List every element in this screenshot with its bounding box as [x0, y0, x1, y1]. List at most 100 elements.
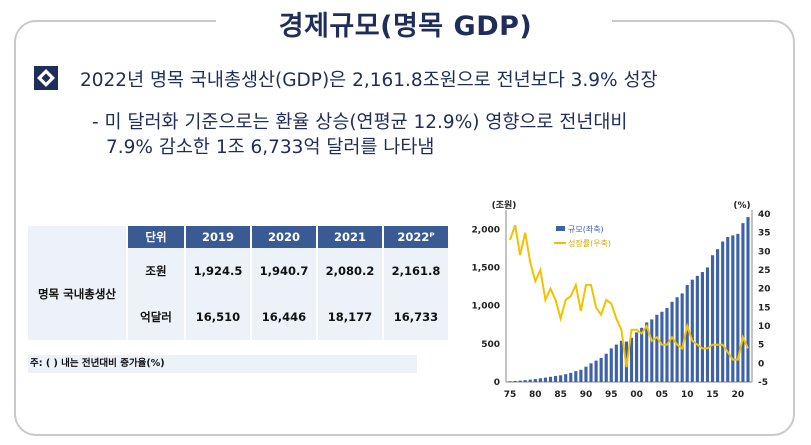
bar [609, 348, 613, 382]
sub-line-1: - 미 달러화 기준으로는 환율 상승(연평균 12.9%) 영향으로 전년대비 [92, 112, 628, 133]
bar [726, 236, 730, 382]
bar [554, 375, 558, 382]
right-tick-label: -5 [758, 378, 768, 388]
table-row-label: 명목 국내총생산 [28, 248, 128, 340]
table-cell: 18,177 [317, 294, 384, 340]
table-header-unit: 단위 [127, 226, 186, 248]
growth-line [509, 224, 749, 368]
right-tick-label: 10 [758, 322, 771, 332]
bar [508, 381, 512, 382]
bar [518, 380, 522, 382]
left-tick-label: 1,000 [472, 302, 500, 312]
bar [690, 279, 694, 382]
left-tick-label: 2,000 [472, 225, 500, 235]
bar [538, 378, 542, 382]
sub-text: - 미 달러화 기준으로는 환율 상승(연평균 12.9%) 영향으로 전년대비… [92, 110, 627, 160]
bar [645, 322, 649, 382]
right-tick-label: 15 [758, 303, 771, 313]
table-header-year: 2022ᴾ [383, 226, 448, 248]
x-tick-label: 80 [529, 390, 542, 400]
table-cell: 2,161.8 [383, 248, 448, 294]
x-tick-label: 95 [605, 390, 618, 400]
x-tick-label: 10 [681, 390, 694, 400]
bar [564, 374, 568, 382]
bar [675, 297, 679, 382]
bar [559, 375, 563, 382]
bar [670, 301, 674, 382]
bar [543, 377, 548, 382]
sub-line-2: 7.9% 감소한 1조 6,733억 달러를 나타냄 [106, 137, 435, 158]
bar [731, 235, 735, 382]
right-tick-label: 25 [758, 266, 771, 276]
bar [736, 233, 740, 382]
table-header-row: 단위 2019 2020 2021 2022ᴾ [28, 226, 448, 248]
bar [635, 332, 639, 382]
table-header-year: 2020 [251, 226, 318, 248]
right-tick-label: 40 [758, 210, 771, 220]
bar [655, 314, 659, 382]
bar [589, 363, 593, 382]
right-tick-label: 0 [758, 359, 764, 369]
table-row: 명목 국내총생산 조원 1,924.5 1,940.7 2,080.2 2,16… [28, 248, 448, 340]
table-note: 주: ( ) 내는 전년대비 증가율(%) [28, 355, 417, 373]
left-tick-label: 0 [494, 378, 500, 388]
left-tick-label: 500 [481, 340, 500, 350]
bar [619, 340, 623, 382]
table-cell: 16,733 [383, 294, 448, 340]
bar [574, 371, 578, 382]
bar [746, 217, 750, 382]
diamond-bullet-icon [34, 66, 58, 90]
bar [705, 267, 710, 382]
bar [513, 380, 517, 382]
bar [579, 369, 583, 382]
title-background [216, 0, 612, 44]
bar [614, 344, 618, 382]
table-cell: 1,940.7 [251, 248, 318, 294]
x-tick-label: 15 [706, 390, 719, 400]
bar [528, 379, 532, 382]
bar [599, 357, 603, 382]
right-tick-label: 30 [758, 247, 771, 257]
bar [629, 337, 634, 382]
table-row: 억달러 16,510 16,446 18,177 16,733 [28, 294, 448, 340]
x-tick-label: 75 [504, 390, 517, 400]
table-unit-cell: 억달러 [127, 294, 186, 340]
bar [721, 241, 725, 382]
bar [640, 327, 644, 382]
x-tick-label: 90 [580, 390, 593, 400]
bar [569, 372, 573, 382]
bar [680, 293, 684, 382]
bar [700, 272, 704, 382]
legend-bar-label: 규모(좌축) [568, 225, 604, 234]
x-tick-label: 85 [554, 390, 567, 400]
headline-text: 2022년 명목 국내총생산(GDP)은 2,161.8조원으로 전년보다 3.… [80, 70, 658, 91]
table-header-year: 2019 [185, 226, 252, 248]
right-tick-label: 5 [758, 341, 764, 351]
x-tick-label: 05 [656, 390, 669, 400]
left-tick-label: 1,500 [472, 263, 500, 273]
bar [604, 353, 608, 382]
bar [695, 275, 699, 382]
right-axis-unit: (%) [733, 201, 750, 211]
table-cell: 16,510 [185, 294, 252, 340]
legend-line-label: 성장률(우축) [568, 238, 611, 248]
page-title: 경제규모(명목 GDP) [278, 11, 533, 42]
bar [523, 380, 527, 382]
table-cell: 16,446 [251, 294, 318, 340]
table-header-year: 2021 [317, 226, 384, 248]
bar [548, 376, 553, 382]
left-axis-unit: (조원) [492, 199, 517, 211]
table-unit-cell: 조원 [127, 248, 186, 294]
gdp-table: 단위 2019 2020 2021 2022ᴾ 명목 국내총생산 조원 1,92… [28, 226, 448, 340]
bar [685, 285, 689, 382]
bar [660, 311, 664, 382]
bar [716, 249, 720, 382]
bar [533, 379, 537, 382]
bar [741, 223, 745, 382]
table-corner-cell [28, 226, 128, 248]
bar [650, 319, 654, 382]
right-tick-label: 20 [758, 285, 771, 295]
table-cell: 2,080.2 [317, 248, 384, 294]
title-area: 경제규모(명목 GDP) [0, 0, 811, 44]
right-tick-label: 35 [758, 229, 771, 239]
